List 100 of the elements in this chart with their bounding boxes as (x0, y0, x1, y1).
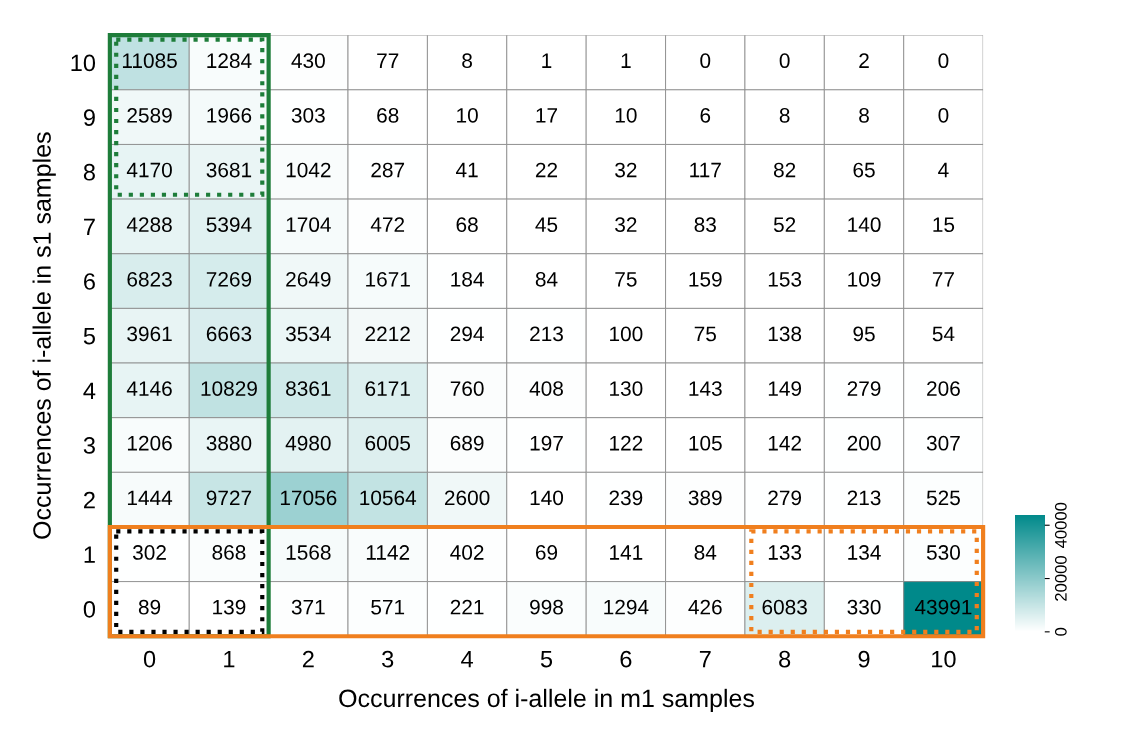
y-tick-label: 5 (83, 328, 95, 345)
data-label: 138 (768, 326, 802, 342)
x-tick-label: 4 (461, 651, 473, 668)
data-label: 84 (694, 545, 717, 560)
data-label: 1 (621, 53, 631, 68)
data-label: 760 (450, 381, 484, 396)
data-label: 2589 (127, 107, 172, 123)
data-label: 17056 (280, 490, 337, 506)
data-label: 0 (700, 53, 711, 69)
data-label: 239 (609, 490, 643, 506)
data-label: 159 (689, 271, 722, 287)
data-label: 6663 (206, 326, 252, 342)
data-label: 141 (610, 545, 643, 560)
data-label: 22 (535, 162, 558, 178)
y-tick-label: 3 (83, 437, 95, 454)
data-label: 10 (615, 107, 637, 123)
data-label: 140 (848, 217, 881, 233)
y-tick-label: 0 (83, 600, 96, 618)
data-label: 109 (848, 271, 881, 287)
data-label: 402 (450, 545, 484, 560)
data-label: 10829 (201, 381, 257, 396)
data-label: 302 (132, 545, 166, 560)
data-label: 6083 (762, 599, 807, 615)
y-tick-label: 6 (84, 273, 95, 290)
data-label: 408 (529, 381, 563, 396)
data-label: 133 (768, 545, 802, 560)
data-label: 1206 (127, 435, 172, 451)
data-label: 7269 (206, 271, 252, 287)
data-label: 2212 (365, 326, 410, 342)
data-label: 140 (530, 490, 564, 506)
data-label: 371 (291, 599, 325, 615)
data-label: 89 (138, 599, 161, 615)
data-label: 32 (615, 162, 637, 178)
data-label: 6 (700, 107, 711, 123)
data-label: 389 (688, 490, 722, 506)
data-label: 4980 (285, 435, 331, 451)
data-label: 2600 (444, 490, 490, 506)
data-label: 6823 (127, 271, 172, 287)
data-label: 287 (371, 162, 405, 178)
data-label: 525 (926, 490, 960, 506)
x-tick-label: 5 (540, 651, 553, 668)
y-tick-label: 8 (83, 163, 95, 181)
data-label: 75 (694, 326, 716, 342)
data-label: 15 (933, 217, 955, 233)
data-label: 8361 (286, 381, 331, 396)
data-label: 17 (536, 108, 558, 123)
data-label: 3880 (206, 435, 252, 451)
data-label: 430 (291, 53, 325, 69)
data-label: 6005 (365, 435, 411, 451)
y-tick-label: 10 (71, 54, 96, 72)
data-label: 279 (768, 490, 802, 506)
data-label: 100 (610, 326, 643, 342)
data-label: 117 (690, 162, 721, 178)
data-label: 1042 (286, 162, 331, 178)
data-label: 65 (853, 162, 875, 178)
data-label: 83 (694, 217, 716, 233)
data-label: 4146 (126, 381, 172, 396)
y-tick-label: 1 (84, 546, 95, 563)
data-label: 3681 (206, 162, 252, 178)
data-label: 868 (212, 545, 246, 560)
data-label: 426 (688, 599, 722, 615)
data-label: 11085 (122, 53, 177, 69)
data-label: 5394 (206, 217, 252, 233)
data-label: 1284 (207, 53, 252, 69)
y-tick-label: 4 (83, 382, 96, 399)
data-label: 41 (455, 162, 478, 178)
data-label: 2649 (286, 271, 331, 287)
data-label: 32 (615, 217, 637, 233)
data-label: 9727 (206, 490, 252, 506)
x-tick-label: 8 (779, 650, 791, 668)
data-label: 0 (938, 53, 949, 69)
data-label: 153 (768, 271, 802, 287)
data-label: 105 (689, 435, 722, 451)
data-label: 0 (938, 107, 949, 123)
data-label: 303 (291, 107, 325, 123)
data-label: 307 (926, 435, 960, 451)
data-label: 130 (610, 381, 643, 396)
data-label: 998 (530, 599, 563, 615)
data-label: 689 (450, 435, 484, 451)
x-tick-label: 0 (143, 650, 156, 668)
data-label: 149 (768, 381, 802, 396)
y-tick-label: 9 (83, 109, 95, 126)
color-bar-label: 40000 (1054, 502, 1067, 549)
x-axis-title: Occurrences of i-allele in m1 samples (339, 688, 755, 713)
data-label: 184 (451, 271, 484, 287)
data-label: 69 (535, 545, 558, 560)
data-label: 0 (779, 53, 790, 69)
data-label: 1444 (127, 490, 173, 506)
data-label: 200 (847, 435, 881, 451)
data-label: 77 (377, 53, 399, 68)
data-label: 134 (848, 545, 881, 560)
data-label: 68 (456, 217, 478, 233)
data-label: 10564 (360, 490, 417, 506)
data-label: 1568 (286, 545, 331, 560)
color-bar-label: 20000 (1054, 556, 1067, 601)
data-label: 8 (779, 107, 790, 123)
data-label: 472 (370, 217, 405, 232)
x-tick-label: 3 (382, 650, 394, 668)
x-tick-label: 2 (302, 650, 314, 668)
data-label: 4288 (126, 217, 172, 233)
